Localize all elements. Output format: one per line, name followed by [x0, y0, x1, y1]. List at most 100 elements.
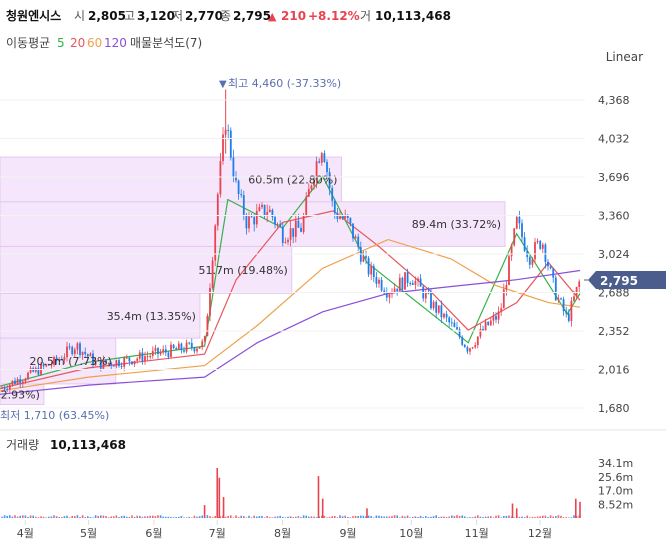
candle-body: [42, 364, 45, 367]
volume-bar: [40, 516, 42, 518]
volume-bar: [24, 515, 27, 518]
volume-bar: [409, 517, 411, 518]
scale-toggle-button[interactable]: Linear: [606, 50, 643, 64]
candle-body: [214, 225, 217, 261]
volume-profile-label[interactable]: 매물분석도(7): [130, 36, 202, 50]
volume-bar: [128, 516, 131, 518]
ma-20-label[interactable]: 20: [70, 36, 85, 50]
volume-bar: [276, 516, 279, 518]
volume-bar: [523, 517, 526, 518]
volume-bar: [357, 516, 359, 518]
volume-bar: [547, 517, 549, 518]
candle-body: [492, 316, 495, 321]
volume-bar: [484, 516, 487, 518]
volume-bar: [531, 516, 534, 518]
candle-body: [307, 189, 310, 197]
time-tick-label: 7월: [209, 527, 226, 540]
candle-body: [211, 260, 214, 288]
candle-body: [123, 357, 126, 367]
ma-60-label[interactable]: 60: [87, 36, 102, 50]
candle-body: [29, 367, 32, 373]
volume-bar: [549, 515, 552, 518]
candle-body: [112, 365, 115, 367]
price-tick-label: 2,688: [598, 287, 630, 300]
candle-body: [414, 280, 417, 285]
volume-bar: [287, 516, 289, 518]
candle-body: [518, 216, 521, 224]
volume-bar: [365, 516, 367, 518]
volume-bar: [443, 516, 445, 518]
candle-body: [471, 347, 474, 349]
stock-name: 청원엔시스: [6, 8, 61, 23]
volume-bar: [565, 517, 567, 518]
volume-bar: [341, 516, 344, 518]
volume-bar: [42, 516, 45, 518]
time-tick-label: 6월: [145, 527, 162, 540]
volume-bar: [53, 515, 55, 518]
volume-bar: [136, 515, 138, 518]
candle-body: [565, 311, 568, 314]
volume-bar: [388, 516, 391, 518]
ma-120-line: [0, 269, 581, 395]
candle-body: [365, 256, 367, 259]
ma-legend-title[interactable]: 이동평균: [6, 36, 50, 50]
volume-bar: [74, 516, 76, 518]
volume-tick-label: 34.1m: [598, 457, 633, 470]
volume-bar: [513, 517, 515, 518]
volume-bar: [349, 517, 352, 518]
candle-body: [3, 387, 6, 389]
candle-body: [375, 277, 378, 284]
candle-body: [297, 220, 300, 228]
ma-120-label[interactable]: 120: [104, 36, 127, 50]
volume-bar: [6, 515, 8, 518]
volume-bar: [555, 516, 557, 518]
candle-body: [302, 215, 305, 232]
high-marker-icon: ▼: [219, 79, 227, 90]
candle-body: [536, 240, 539, 243]
volume-bar: [113, 516, 115, 518]
candle-body: [482, 328, 484, 331]
volume-bar: [237, 517, 240, 518]
volume-bar: [141, 516, 144, 518]
candle-body: [578, 281, 581, 287]
volume-bar: [146, 516, 149, 518]
volume-bar: [105, 515, 107, 518]
candle-body: [248, 216, 250, 229]
candle-body: [292, 228, 295, 237]
volume-bar: [248, 515, 250, 518]
candle-body: [97, 360, 100, 362]
volume-bar: [401, 515, 404, 518]
volume-bar: [326, 517, 328, 518]
volume-bar: [526, 515, 528, 518]
volume-bar: [198, 516, 201, 518]
candle-body: [198, 347, 201, 349]
candle-body: [541, 244, 544, 249]
price-tick-label: 1,680: [598, 402, 630, 415]
candle-body: [489, 320, 492, 326]
candle-body: [261, 204, 263, 208]
volume-bar: [32, 515, 34, 518]
candle-body: [284, 242, 287, 244]
candle-body: [417, 278, 419, 281]
volume-bar: [573, 515, 575, 518]
ma-5-label[interactable]: 5: [57, 36, 65, 50]
volume-bar: [16, 516, 19, 518]
volume-bar: [451, 515, 453, 518]
volume-bar: [445, 517, 448, 518]
volume-bar: [529, 517, 531, 518]
volume-bar: [230, 515, 232, 518]
price-tick-label: 3,360: [598, 210, 630, 223]
volume-bar: [456, 515, 458, 518]
candle-body: [209, 287, 211, 316]
volume-bar: [344, 515, 346, 518]
volume-bar: [81, 515, 84, 518]
candle-body: [560, 298, 562, 300]
candle-body: [1, 387, 3, 389]
candle-body: [484, 321, 487, 331]
candle-body: [53, 357, 55, 365]
candle-body: [344, 214, 347, 219]
candle-body: [531, 259, 534, 265]
candle-body: [105, 359, 107, 364]
volume-bar: [243, 516, 245, 518]
candle-body: [86, 354, 89, 357]
